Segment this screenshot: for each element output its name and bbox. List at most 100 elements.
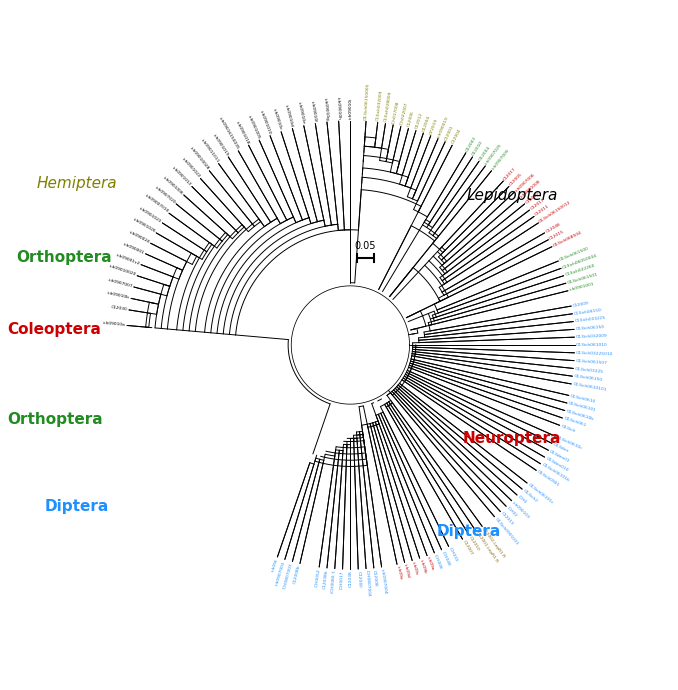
Text: ich09e: ich09e (395, 565, 402, 580)
Text: ich0901026: ich0901026 (132, 217, 156, 234)
Text: ICH02: ICH02 (506, 506, 518, 518)
Text: O13den010: O13den010 (545, 456, 569, 473)
Text: C12017: C12017 (530, 197, 545, 210)
Text: C12010: C12010 (468, 535, 481, 552)
Text: O13ich06101c: O13ich06101c (527, 482, 554, 505)
Text: ich0907020: ich0907020 (154, 186, 176, 204)
Text: ich09010020: ich09010020 (108, 264, 136, 277)
Text: ICh017008: ICh017008 (391, 100, 400, 124)
Text: ich090024: ich090024 (128, 230, 151, 244)
Text: Diptera: Diptera (437, 524, 501, 540)
Text: ICH008: ICH008 (433, 553, 443, 570)
Text: ich09001v2: ich09001v2 (115, 253, 140, 266)
Text: ich0901022: ich0901022 (181, 157, 201, 179)
Text: ich09a: ich09a (426, 556, 435, 571)
Text: O12012: O12012 (414, 112, 423, 130)
Text: O13ich0610c: O13ich0610c (556, 435, 584, 451)
Text: O12004: O12004 (478, 145, 492, 161)
Text: O13ich0901031: O13ich0901031 (494, 517, 519, 546)
Text: ich09010h: ich09010h (336, 97, 340, 119)
Text: ich0901005: ich0901005 (246, 115, 260, 139)
Text: O13den: O13den (553, 442, 570, 453)
Text: ich09010d: ich09010d (284, 104, 294, 128)
Text: O13ich032009: O13ich032009 (576, 334, 607, 339)
Text: C13ich033225: C13ich033225 (575, 316, 606, 324)
Text: Orthoptera: Orthoptera (7, 412, 102, 427)
Text: ich0901018: ich0901018 (235, 120, 250, 145)
Text: ich09010c: ich09010c (272, 108, 283, 131)
Text: O13ich068504: O13ich068504 (553, 230, 583, 248)
Text: O12003: O12003 (465, 136, 477, 152)
Text: 0.05: 0.05 (355, 241, 376, 251)
Text: C12038: C12038 (348, 571, 353, 587)
Text: ich0901019: ich0901019 (212, 133, 229, 157)
Text: C12017: C12017 (503, 166, 517, 181)
Text: ICH0807004: ICH0807004 (364, 570, 370, 597)
Text: ich09f: ich09f (271, 558, 279, 572)
Text: ich09010i: ich09010i (348, 98, 353, 119)
Text: ich09d: ich09d (403, 564, 410, 579)
Text: ICH0807003: ICH0807003 (283, 562, 294, 589)
Text: O13ich061507: O13ich061507 (576, 359, 607, 365)
Text: C12009: C12009 (572, 301, 590, 308)
Text: C12005: C12005 (508, 172, 523, 187)
Text: C13ich06050004: C13ich06050004 (562, 253, 598, 270)
Text: ich0901008: ich0901008 (519, 179, 542, 199)
Text: C12002-LepR1 R: C12002-LepR1 R (481, 526, 506, 558)
Text: C12008: C12008 (372, 569, 378, 586)
Text: ich0907007: ich0907007 (107, 278, 133, 288)
Text: ich0907003: ich0907003 (275, 560, 286, 586)
Text: O13ich061010: O13ich061010 (576, 343, 608, 347)
Text: ich090103: ich090103 (511, 500, 531, 519)
Text: ich0907004: ich0907004 (380, 569, 387, 594)
Text: O12004: O12004 (422, 115, 431, 132)
Text: Coleoptera: Coleoptera (7, 322, 102, 337)
Text: O13ich0610101: O13ich0610101 (572, 382, 607, 392)
Text: Diptera: Diptera (44, 500, 108, 515)
Text: C12006: C12006 (407, 110, 415, 128)
Text: Neuroptera: Neuroptera (463, 431, 561, 446)
Text: ICh022007: ICh022007 (399, 101, 408, 126)
Text: C12013: C12013 (500, 511, 514, 526)
Text: O13ich0610: O13ich0610 (570, 394, 597, 404)
Text: ich090019: ich090019 (437, 115, 450, 138)
Text: ich0907009: ich0907009 (491, 148, 510, 171)
Text: O13ich06101b: O13ich06101b (541, 463, 570, 483)
Text: ich09010f: ich09010f (310, 100, 317, 122)
Text: O72019: O72019 (429, 117, 439, 135)
Text: ich0901010: ich0901010 (258, 110, 271, 135)
Text: C12048: C12048 (545, 222, 561, 234)
Text: ICH0080 1: ICH0080 1 (331, 570, 337, 593)
Text: C12038b: C12038b (323, 569, 329, 589)
Text: O13ich06150: O13ich06150 (574, 375, 603, 382)
Text: C12001-LepR1 R: C12001-LepR1 R (475, 531, 498, 563)
Text: O13ich: O13ich (561, 424, 576, 433)
Text: O13ich061: O13ich061 (563, 417, 586, 428)
Text: O13ich06150012: O13ich06150012 (538, 200, 572, 224)
Text: C13ich032009: C13ich032009 (376, 90, 384, 121)
Text: ICH048: ICH048 (441, 551, 450, 566)
Text: ich090001: ich090001 (123, 242, 145, 255)
Text: C13ich022260: C13ich022260 (565, 264, 595, 277)
Text: C12007: C12007 (462, 540, 473, 556)
Text: ich09007010: ich09007010 (144, 194, 169, 214)
Text: ich09010e: ich09010e (297, 101, 305, 125)
Text: O12010: O12010 (472, 140, 484, 157)
Text: Lepidoptera: Lepidoptera (466, 188, 558, 203)
Text: O13ich06150: O13ich06150 (576, 325, 605, 331)
Text: ich09016150035: ich09016150035 (218, 117, 239, 150)
Text: ich09010g: ich09010g (323, 97, 329, 121)
Text: ich0901012: ich0901012 (172, 166, 192, 187)
Text: C12001: C12001 (444, 124, 455, 141)
Text: ich09010a: ich09010a (102, 322, 125, 327)
Text: O13den01: O13den01 (549, 449, 571, 464)
Text: O13ich061501: O13ich061501 (567, 272, 599, 285)
Text: C12004: C12004 (451, 128, 462, 145)
Text: O13ich03225: O13ich03225 (575, 366, 604, 373)
Text: O13ich06101: O13ich06101 (568, 402, 597, 413)
Text: C13ich028009: C13ich028009 (384, 91, 393, 122)
Text: O13ich2: O13ich2 (522, 489, 538, 503)
Text: O13ich0610b: O13ich0610b (565, 409, 595, 422)
Text: C12011: C12011 (534, 204, 550, 217)
Text: ICH033: ICH033 (447, 547, 458, 563)
